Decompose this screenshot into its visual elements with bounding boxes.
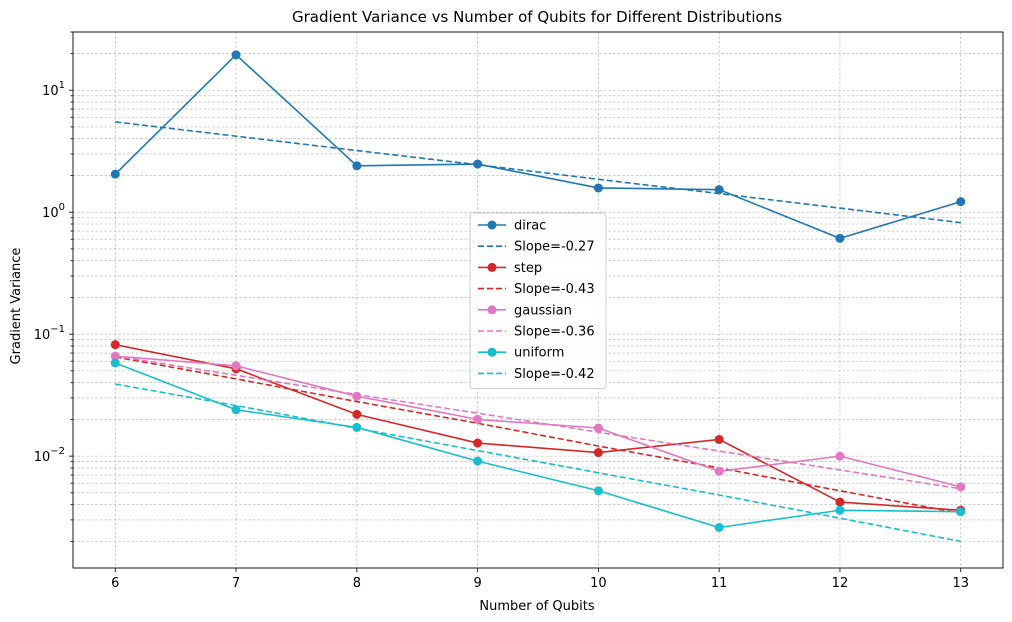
data-point: [473, 414, 483, 424]
data-point: [231, 361, 241, 371]
data-point: [593, 486, 603, 496]
data-point: [110, 169, 120, 179]
x-tick-label: 6: [111, 576, 119, 591]
legend-label: step: [514, 261, 542, 276]
y-tick-label: 10−1: [34, 324, 65, 343]
legend-label: gaussian: [514, 303, 572, 318]
series-layer: [110, 50, 966, 543]
data-point: [714, 466, 724, 476]
data-point: [714, 434, 724, 444]
x-tick-label: 8: [353, 576, 361, 591]
legend-label: Slope=-0.36: [514, 325, 595, 340]
data-point: [956, 197, 966, 207]
data-point: [110, 358, 120, 368]
x-tick-label: 7: [232, 576, 240, 591]
legend: dirac Slope=-0.27 step Slope=-0.43 gaussian S…: [469, 212, 607, 390]
series-line-uniform: [114, 362, 961, 529]
series-line-slope-0-36: [115, 355, 961, 490]
x-tick-label: 11: [711, 576, 728, 591]
data-point: [835, 505, 845, 515]
series-line-step: [115, 343, 961, 512]
data-point: [714, 522, 724, 532]
legend-box: [469, 212, 607, 390]
data-point: [835, 497, 845, 507]
data-point: [352, 161, 362, 171]
y-tick-label: 100: [42, 202, 65, 221]
series-line-dirac: [114, 54, 961, 240]
data-point: [956, 507, 966, 517]
y-axis-label: Gradient Variance: [9, 248, 24, 365]
data-point: [593, 423, 603, 433]
data-point: [835, 451, 845, 461]
axes: 6 7 8 9 10 11 12 13 10−2 10−1 100 101: [34, 31, 1004, 591]
data-point: [352, 409, 362, 419]
data-point: [231, 405, 241, 415]
data-point: [473, 456, 483, 466]
data-point: [110, 340, 120, 350]
chart-title: Gradient Variance vs Number of Qubits fo…: [292, 8, 782, 26]
legend-label: dirac: [514, 219, 546, 234]
legend-label: uniform: [514, 346, 564, 361]
data-point: [714, 185, 724, 195]
legend-swatch-marker: [487, 347, 497, 357]
data-point: [231, 50, 241, 60]
data-point: [956, 482, 966, 492]
legend-label: Slope=-0.43: [514, 282, 595, 297]
series-line-slope-0-27: [115, 121, 961, 224]
y-tick-label: 101: [42, 80, 65, 99]
data-point: [352, 391, 362, 401]
data-point: [835, 233, 845, 243]
y-tick-label: 10−2: [34, 446, 65, 465]
x-tick-label: 9: [473, 576, 481, 591]
data-point: [593, 183, 603, 193]
legend-swatch-marker: [487, 262, 497, 272]
data-point: [352, 422, 362, 432]
legend-swatch-marker: [487, 305, 497, 315]
x-tick-label: 12: [832, 576, 849, 591]
series-line-slope-0-42: [115, 383, 961, 543]
data-point: [473, 438, 483, 448]
legend-swatch-marker: [487, 220, 497, 230]
x-tick-label: 13: [952, 576, 969, 591]
data-point: [593, 448, 603, 458]
x-axis-label: Number of Qubits: [479, 599, 594, 614]
plot-frame: [72, 31, 1004, 569]
x-tick-label: 10: [590, 576, 607, 591]
series-line-slope-0-43: [115, 356, 961, 515]
series-line-gaussian: [115, 355, 961, 488]
legend-label: Slope=-0.42: [514, 367, 595, 382]
legend-label: Slope=-0.27: [514, 240, 595, 255]
